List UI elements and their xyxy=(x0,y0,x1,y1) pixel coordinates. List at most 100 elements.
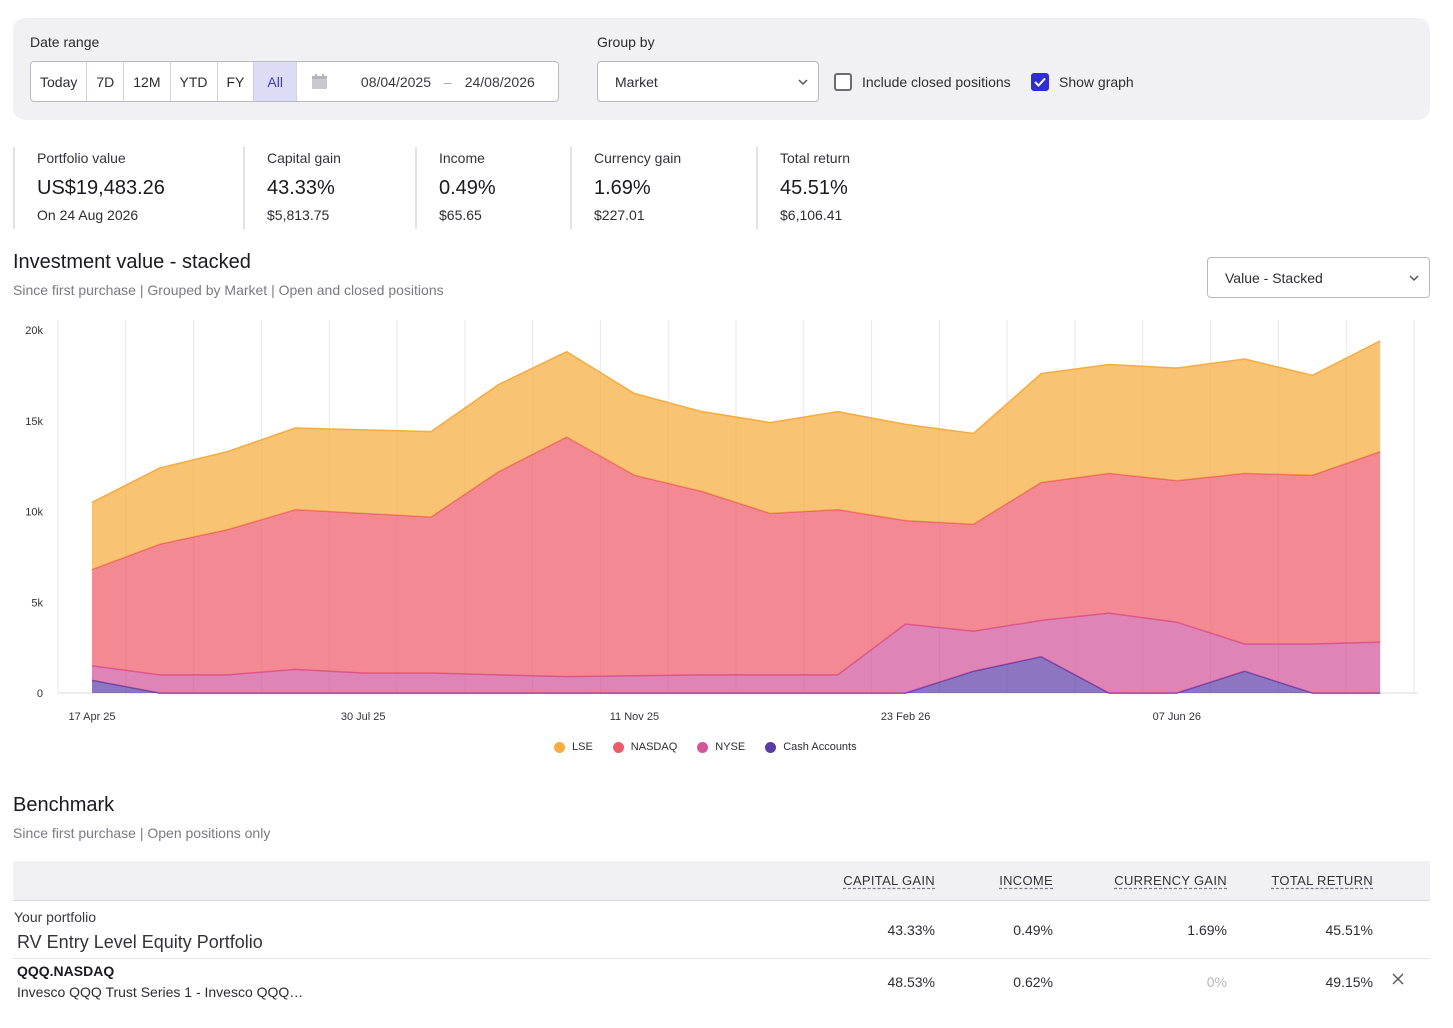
stat-label: Currency gain xyxy=(594,150,682,166)
cell-income: 0.62% xyxy=(1013,974,1053,990)
date-to-input[interactable]: 24/08/2026 xyxy=(464,73,535,90)
cell-total-return: 49.15% xyxy=(1325,974,1373,990)
y-tick-label: 0 xyxy=(37,688,43,700)
cell-capital-gain: 43.33% xyxy=(887,922,935,938)
legend-label: NYSE xyxy=(715,741,746,753)
x-tick-label: 11 Nov 25 xyxy=(610,711,659,723)
column-capital-gain[interactable]: CAPITAL GAIN xyxy=(843,873,935,888)
range-ytd-button[interactable]: YTD xyxy=(171,62,218,101)
group-by-select[interactable]: Market xyxy=(597,61,819,102)
include-closed-checkbox[interactable]: Include closed positions xyxy=(834,73,1011,91)
cell-total-return: 45.51% xyxy=(1325,922,1373,938)
column-income[interactable]: INCOME xyxy=(999,873,1053,888)
range-all-button[interactable]: All xyxy=(254,62,297,101)
stat-portfolio-value: Portfolio value US$19,483.26 On 24 Aug 2… xyxy=(13,147,243,229)
show-graph-label: Show graph xyxy=(1059,74,1134,90)
row-name: RV Entry Level Equity Portfolio xyxy=(17,932,263,952)
legend-item-lse[interactable]: LSE xyxy=(554,741,593,753)
stat-sub: $5,813.75 xyxy=(267,207,330,223)
legend-label: Cash Accounts xyxy=(783,741,857,753)
chart-title: Investment value - stacked xyxy=(13,251,251,273)
chart-view-value: Value - Stacked xyxy=(1225,269,1323,286)
stat-value: 0.49% xyxy=(439,177,496,199)
range-12m-button[interactable]: 12M xyxy=(124,62,171,101)
cell-currency-gain: 1.69% xyxy=(1187,922,1227,938)
stat-sub: $65.65 xyxy=(439,207,482,223)
remove-benchmark-close-icon[interactable] xyxy=(1391,972,1405,986)
legend-label: LSE xyxy=(572,741,593,753)
row-top-label: Your portfolio xyxy=(14,909,96,925)
row-name: Invesco QQQ Trust Series 1 - Invesco QQQ… xyxy=(17,984,304,1000)
date-separator: – xyxy=(443,73,452,90)
table-row: Your portfolio RV Entry Level Equity Por… xyxy=(13,901,1430,959)
legend-label: NASDAQ xyxy=(630,741,678,753)
x-tick-label: 23 Feb 26 xyxy=(881,711,931,723)
x-tick-label: 30 Jul 25 xyxy=(341,711,386,723)
calendar-icon xyxy=(311,73,328,90)
row-ticker: QQQ.NASDAQ xyxy=(17,963,115,979)
y-tick-label: 5k xyxy=(31,597,43,609)
chart-subtitle: Since first purchase | Grouped by Market… xyxy=(13,282,444,298)
stat-value: US$19,483.26 xyxy=(37,177,165,199)
date-picker[interactable]: 08/04/2025 – 24/08/2026 xyxy=(297,62,558,101)
cell-currency-gain: 0% xyxy=(1206,974,1227,990)
legend-item-nyse[interactable]: NYSE xyxy=(697,741,745,753)
benchmark-table: CAPITAL GAIN INCOME CURRENCY GAIN TOTAL … xyxy=(13,861,1430,1009)
stat-sub: $6,106.41 xyxy=(780,207,843,223)
stat-sub: On 24 Aug 2026 xyxy=(37,207,139,223)
legend-dot xyxy=(765,741,777,753)
range-7d-button[interactable]: 7D xyxy=(87,62,125,101)
legend-dot xyxy=(554,741,565,753)
investment-value-chart: 0 5k 10k 15k 20k 17 Apr 25 30 Jul 25 11 Nov 25 2… xyxy=(25,320,1418,723)
cell-capital-gain: 48.53% xyxy=(887,974,935,990)
include-closed-label: Include closed positions xyxy=(862,74,1011,90)
stat-total-return: Total return 45.51% $6,106.41 xyxy=(756,147,906,229)
legend-dot xyxy=(612,741,624,753)
stat-capital-gain: Capital gain 43.33% $5,813.75 xyxy=(243,147,415,229)
chart-legend: LSE NASDAQ NYSE Cash Accounts xyxy=(554,741,857,753)
stat-currency-gain: Currency gain 1.69% $227.01 xyxy=(570,147,756,229)
stat-income: Income 0.49% $65.65 xyxy=(415,147,570,229)
chart-view-select[interactable]: Value - Stacked xyxy=(1207,257,1430,298)
legend-item-cash-accounts[interactable]: Cash Accounts xyxy=(765,741,857,753)
benchmark-subtitle: Since first purchase | Open positions on… xyxy=(13,825,271,841)
stat-value: 43.33% xyxy=(267,177,335,199)
chevron-down-icon xyxy=(798,78,808,85)
column-total-return[interactable]: TOTAL RETURN xyxy=(1271,873,1373,888)
cell-income: 0.49% xyxy=(1013,922,1053,938)
table-row: QQQ.NASDAQ Invesco QQQ Trust Series 1 - … xyxy=(13,959,1430,1009)
filter-bar: Date range Today 7D 12M YTD FY All 08/04… xyxy=(13,18,1430,120)
range-today-button[interactable]: Today xyxy=(31,62,88,101)
table-header: CAPITAL GAIN INCOME CURRENCY GAIN TOTAL … xyxy=(13,861,1430,901)
show-graph-checkbox[interactable]: Show graph xyxy=(1031,73,1134,91)
benchmark-title: Benchmark xyxy=(13,794,115,816)
close-icon xyxy=(1392,973,1404,985)
summary-stats: Portfolio value US$19,483.26 On 24 Aug 2… xyxy=(13,147,906,229)
series-area-nasdaq xyxy=(92,437,1381,677)
y-tick-label: 20k xyxy=(25,325,43,337)
range-fy-button[interactable]: FY xyxy=(218,62,255,101)
stat-sub: $227.01 xyxy=(594,207,645,223)
stat-label: Income xyxy=(439,150,485,166)
x-tick-label: 07 Jun 26 xyxy=(1153,711,1201,723)
group-by-value: Market xyxy=(615,73,658,90)
stat-value: 45.51% xyxy=(780,177,848,199)
column-currency-gain[interactable]: CURRENCY GAIN xyxy=(1114,873,1227,888)
stat-label: Portfolio value xyxy=(37,150,126,166)
y-tick-label: 10k xyxy=(25,507,43,519)
x-tick-label: 17 Apr 25 xyxy=(68,711,115,723)
series-line-lse xyxy=(91,340,1381,504)
chevron-down-icon xyxy=(1409,274,1419,281)
stat-value: 1.69% xyxy=(594,177,651,199)
checkbox-checked-icon xyxy=(1031,73,1049,91)
legend-item-nasdaq[interactable]: NASDAQ xyxy=(612,741,678,753)
date-range-control: Today 7D 12M YTD FY All 08/04/2025 – 24/… xyxy=(30,61,559,102)
group-by-label: Group by xyxy=(597,34,655,50)
y-tick-label: 15k xyxy=(25,416,43,428)
legend-dot xyxy=(697,741,709,753)
date-range-label: Date range xyxy=(30,34,100,50)
date-from-input[interactable]: 08/04/2025 xyxy=(360,73,431,90)
stat-label: Capital gain xyxy=(267,150,341,166)
stat-label: Total return xyxy=(780,150,851,166)
checkbox-unchecked-icon xyxy=(834,73,852,91)
